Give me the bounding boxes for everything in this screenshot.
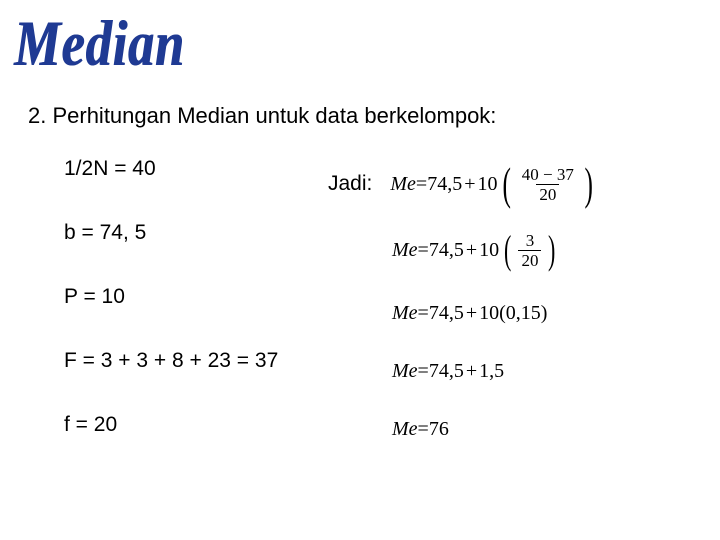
eq3-equals: = [418, 302, 429, 325]
equation-3: Me = 74,5 + 10 (0,15) [392, 293, 720, 333]
eq1-den: 20 [536, 184, 559, 203]
eq5-lhs: Me [392, 418, 418, 441]
eq1-plus: + [464, 173, 475, 196]
eq1-equals: = [416, 173, 427, 196]
eq5-val: 76 [429, 418, 449, 441]
def-f-upper: F = 3 + 3 + 8 + 23 = 37 [64, 349, 328, 373]
calculation-column: Jadi: Me = 74,5 + 10 ( 40 − 37 20 ) Me [328, 157, 720, 477]
eq2-den: 20 [518, 250, 541, 269]
eq2-num: 3 [523, 232, 538, 250]
definitions-column: 1/2N = 40 b = 74, 5 P = 10 F = 3 + 3 + 8… [28, 157, 328, 477]
def-b: b = 74, 5 [64, 221, 328, 245]
jadi-label: Jadi: [328, 172, 372, 196]
section-heading: 2. Perhitungan Median untuk data berkelo… [28, 103, 720, 129]
equation-4: Me = 74,5 + 1,5 [392, 351, 720, 391]
eq3-a: 74,5 [429, 302, 464, 325]
eq2-fraction: 3 20 [518, 232, 541, 269]
eq1-lhs: Me [390, 173, 416, 196]
eq1-a: 74,5 [427, 173, 462, 196]
equation-1-row: Jadi: Me = 74,5 + 10 ( 40 − 37 20 ) [328, 157, 720, 211]
equation-5: Me = 76 [392, 409, 720, 449]
eq4-lhs: Me [392, 360, 418, 383]
def-p: P = 10 [64, 285, 328, 309]
eq1-rparen: ) [581, 166, 596, 203]
eq1-lparen: ( [499, 166, 514, 203]
eq3-plus: + [466, 302, 477, 325]
eq2-a: 74,5 [429, 239, 464, 262]
eq1-num: 40 − 37 [519, 166, 577, 184]
eq4-plus: + [466, 360, 477, 383]
eq2-rparen: ) [545, 234, 558, 266]
eq4-b: 1,5 [479, 360, 504, 383]
eq4-equals: = [418, 360, 429, 383]
page-title: Median [0, 0, 720, 81]
equation-2: Me = 74,5 + 10 ( 3 20 ) [392, 225, 720, 275]
eq3-b: 10 [479, 302, 499, 325]
eq4-a: 74,5 [429, 360, 464, 383]
eq1-fraction: 40 − 37 20 [519, 166, 577, 203]
eq3-paren: (0,15) [499, 302, 547, 325]
two-column-layout: 1/2N = 40 b = 74, 5 P = 10 F = 3 + 3 + 8… [28, 157, 720, 477]
eq3-lhs: Me [392, 302, 418, 325]
equation-1: Me = 74,5 + 10 ( 40 − 37 20 ) [390, 164, 598, 204]
def-f-lower: f = 20 [64, 413, 328, 437]
eq2-equals: = [418, 239, 429, 262]
eq1-b: 10 [477, 173, 497, 196]
eq2-lhs: Me [392, 239, 418, 262]
eq2-lparen: ( [501, 234, 514, 266]
eq5-equals: = [418, 418, 429, 441]
def-halfn: 1/2N = 40 [64, 157, 328, 181]
eq2-plus: + [466, 239, 477, 262]
content-area: 2. Perhitungan Median untuk data berkelo… [0, 65, 720, 477]
eq2-b: 10 [479, 239, 499, 262]
